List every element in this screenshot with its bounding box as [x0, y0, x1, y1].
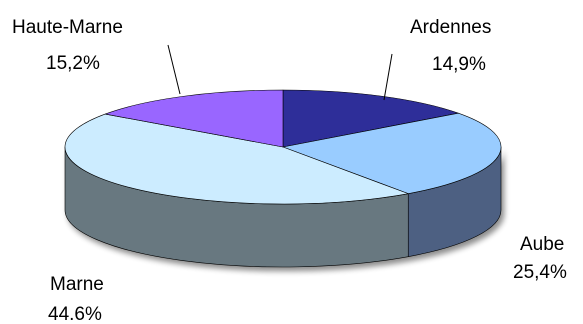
pie-slice-marne [64, 113, 409, 205]
pie-sides [64, 146, 502, 268]
pie-slice-haute-marne [104, 89, 284, 148]
slice-value-aube: 25,4% [513, 262, 567, 283]
slice-label-haute-marne: Haute-Marne [12, 17, 123, 38]
pie-tops [64, 89, 502, 205]
pie-slice-aube [282, 112, 502, 194]
slice-label-aube: Aube [520, 234, 564, 255]
leader-line-ardennes [383, 53, 393, 101]
pie-slice-ardennes [282, 89, 459, 148]
slice-value-ardennes: 14,9% [432, 54, 486, 75]
slice-value-marne: 44.6% [48, 304, 102, 324]
slice-label-marne: Marne [50, 274, 104, 295]
leader-line-haute-marne [167, 44, 181, 95]
slice-label-ardennes: Ardennes [410, 17, 491, 38]
slice-value-haute-marne: 15,2% [46, 53, 100, 74]
